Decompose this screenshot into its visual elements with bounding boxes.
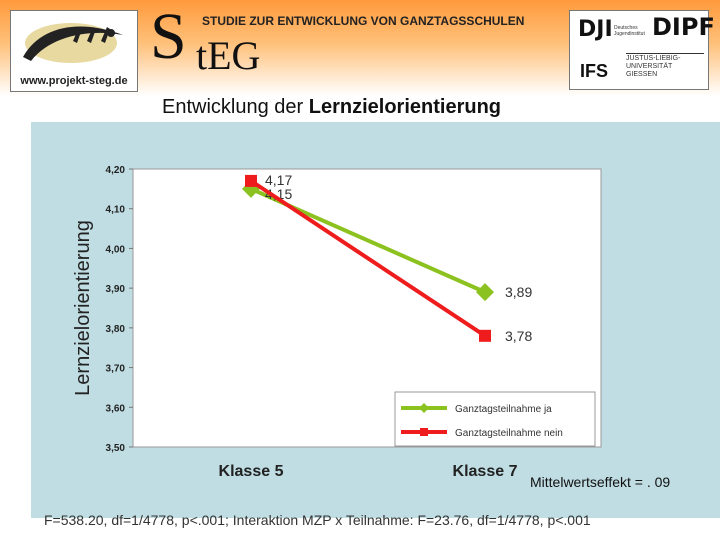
y-tick-label: 3,90 <box>106 284 126 295</box>
steg-logo[interactable]: www.projekt-steg.de <box>10 10 138 92</box>
logo-url[interactable]: www.projekt-steg.de <box>20 75 128 87</box>
steg-logo-graphic <box>23 23 123 63</box>
y-tick-label: 4,10 <box>106 205 126 216</box>
slide-title: Entwicklung der Lernzielorientierung <box>162 96 501 119</box>
legend-marker-diamond <box>419 403 429 413</box>
statistics-footnote: F=538.20, df=1/4778, p<.001; Interaktion… <box>44 512 591 528</box>
y-axis-label: Lernzielorientierung <box>72 220 94 396</box>
y-tick-label: 3,60 <box>106 403 126 414</box>
data-label: 3,78 <box>505 328 532 344</box>
uni-giessen-logo: JUSTUS-LIEBIG-UNIVERSITÄT GIESSEN <box>626 53 704 79</box>
series-line <box>249 179 487 338</box>
data-point-diamond <box>476 283 494 302</box>
dji-logo: DJI <box>578 17 613 42</box>
slide-title-bold: Lernzielorientierung <box>308 96 501 118</box>
data-point-square <box>245 174 257 187</box>
dji-logo-subtitle: Deutsches Jugendinstitut <box>614 25 645 37</box>
y-tick-label: 3,70 <box>106 364 126 375</box>
effect-size-note: Mittelwertseffekt = . 09 <box>530 474 671 490</box>
steg-wordmark-rest: tEG <box>196 33 261 78</box>
data-label: 4,15 <box>265 186 292 202</box>
steg-subtitle: STUDIE ZUR ENTWICKLUNG VON GANZTAGSSCHUL… <box>202 14 525 28</box>
chart-panel: 3,50 3,60 3,70 3,80 3,90 4,00 4,10 4,20 Klasse … <box>31 122 720 518</box>
steg-wordmark-s: S <box>150 0 187 73</box>
y-tick-label: 3,80 <box>106 324 126 335</box>
partner-logos: DJI Deutsches Jugendinstitut DIPF IFS JU… <box>569 10 715 90</box>
legend-marker-square <box>420 428 428 436</box>
data-label: 4,17 <box>265 172 292 188</box>
legend-entry: Ganztagsteilnahme nein <box>455 428 563 439</box>
data-point-square <box>479 329 491 342</box>
ifs-logo: IFS <box>580 61 609 81</box>
x-category-label: Klasse 7 <box>453 463 518 480</box>
dipf-logo: DIPF <box>652 13 715 41</box>
line-chart: 3,50 3,60 3,70 3,80 3,90 4,00 4,10 4,20 Klasse … <box>72 165 602 480</box>
x-category-label: Klasse 5 <box>219 463 284 480</box>
data-label: 3,89 <box>505 284 532 300</box>
legend-box <box>394 391 596 447</box>
legend-entry: Ganztagsteilnahme ja <box>455 404 552 415</box>
y-tick-label: 4,20 <box>106 165 126 176</box>
slide-title-prefix: Entwicklung der <box>162 96 309 118</box>
y-tick-label: 4,00 <box>106 244 126 255</box>
y-tick-label: 3,50 <box>106 443 126 454</box>
